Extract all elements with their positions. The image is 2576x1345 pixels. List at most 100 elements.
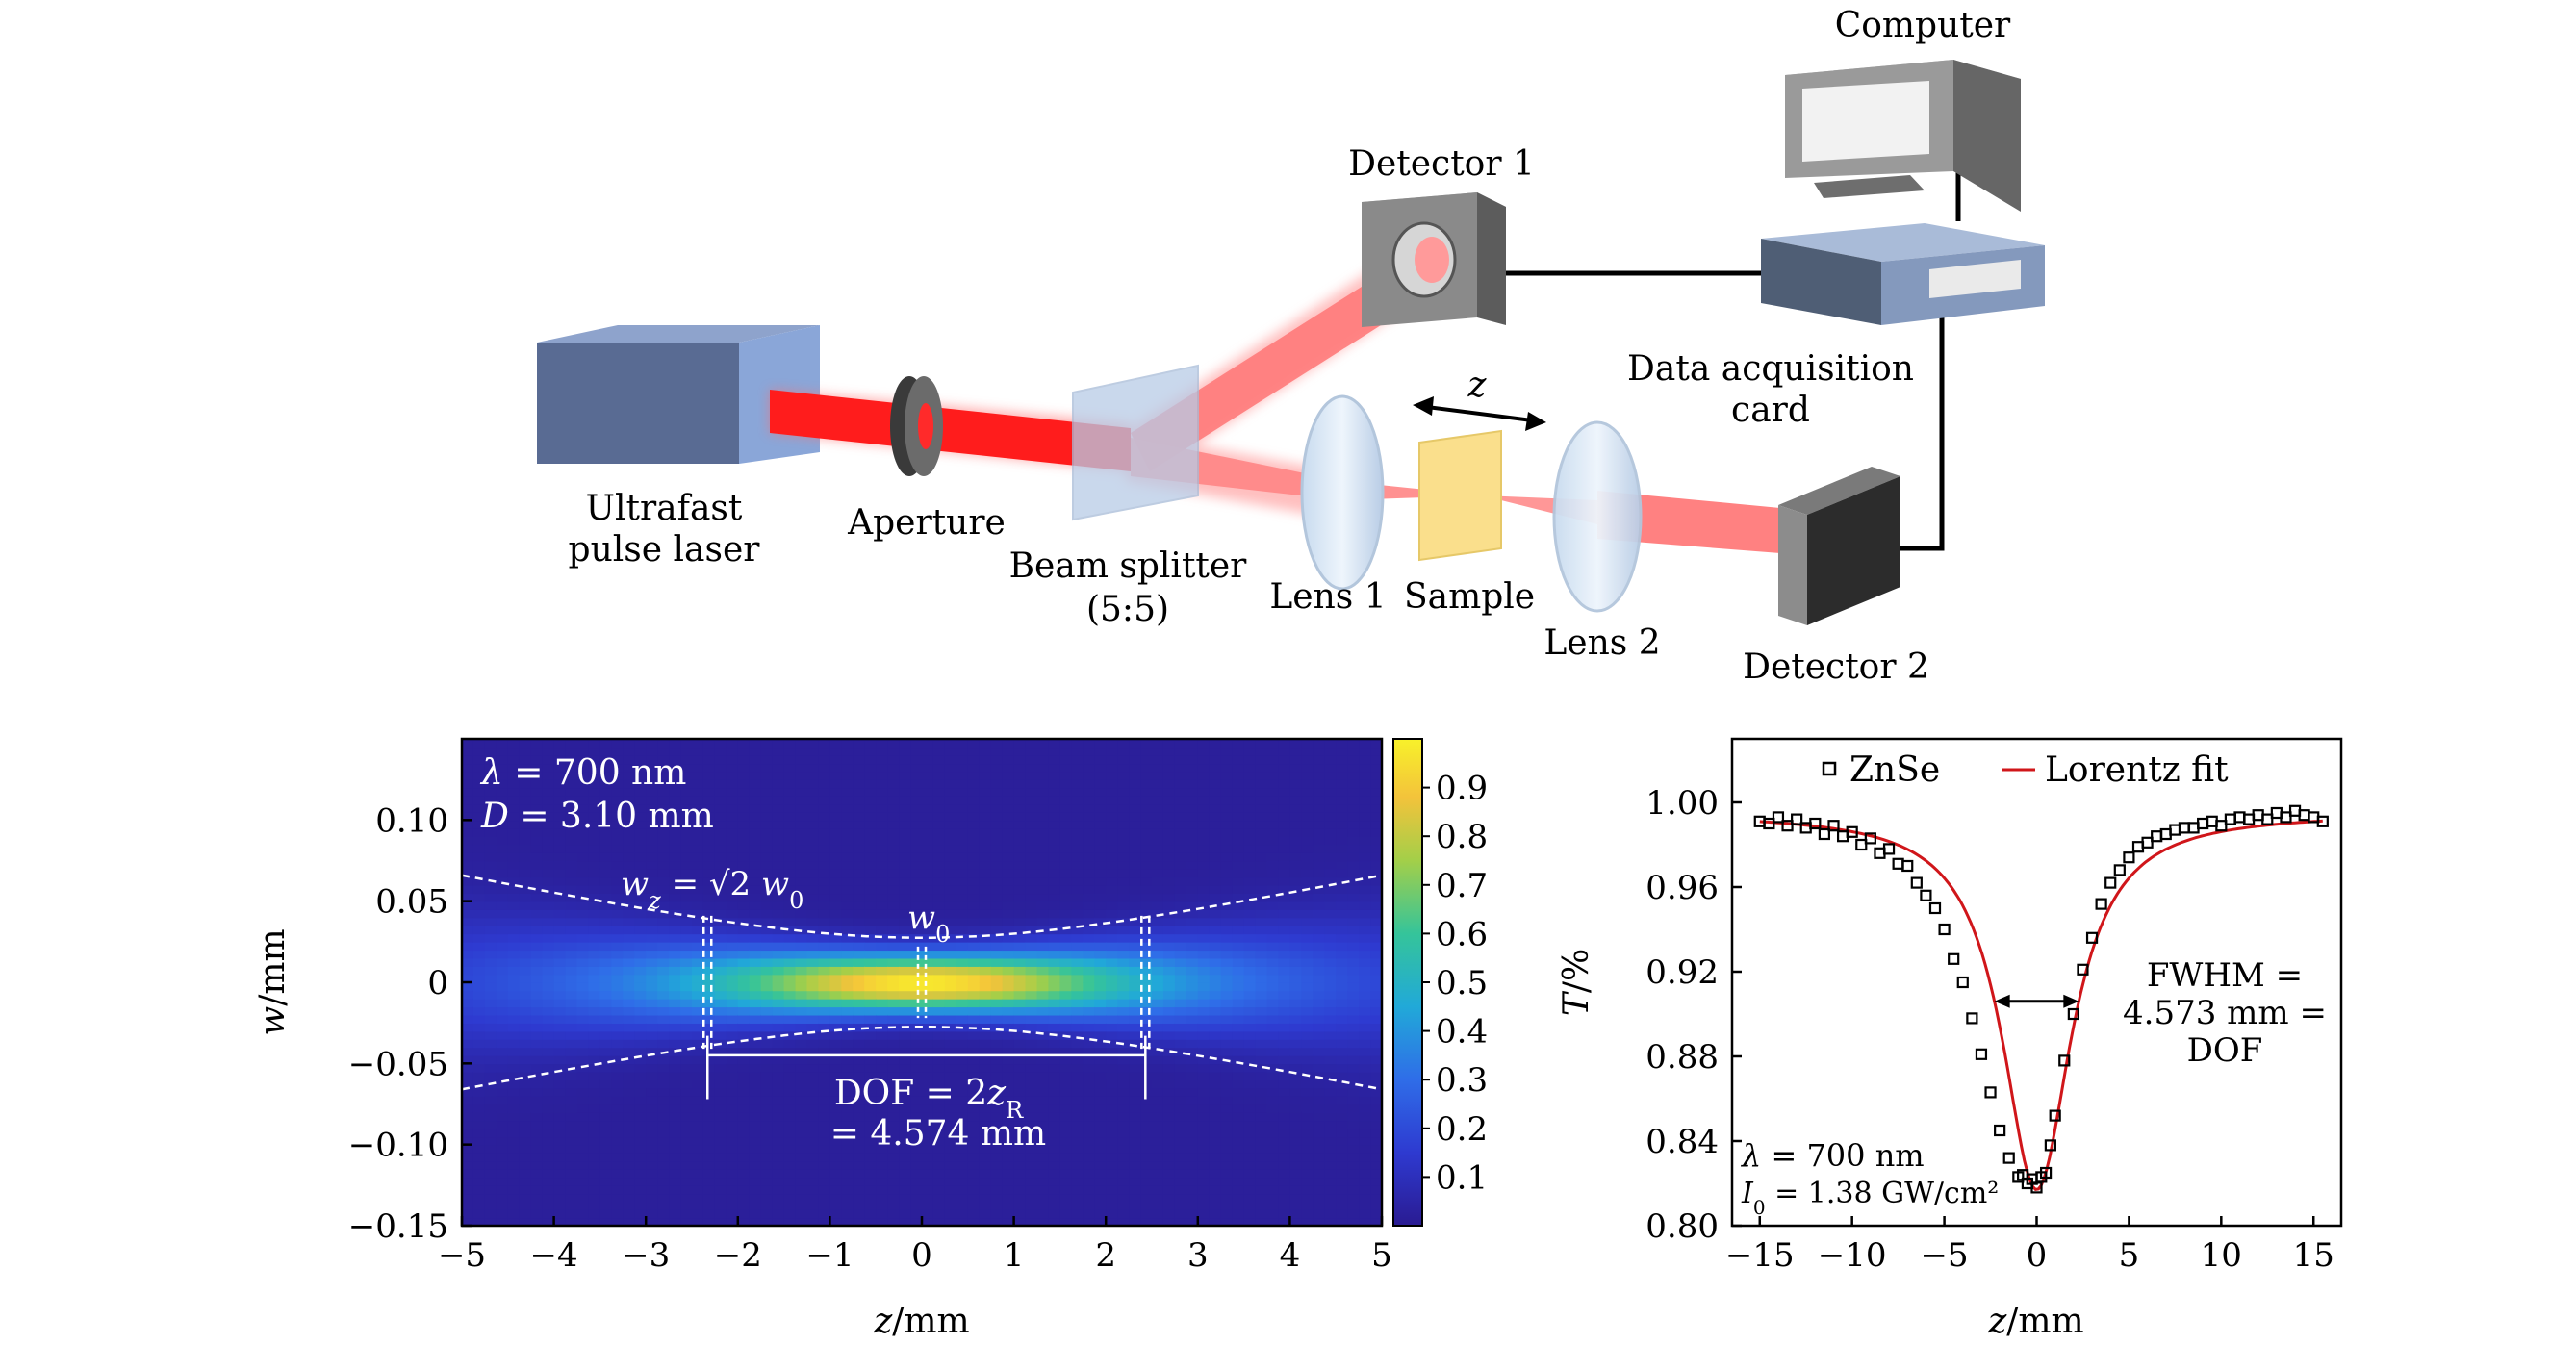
heatmap-cell bbox=[543, 869, 555, 877]
heatmap-cell bbox=[462, 1209, 474, 1218]
heatmap-cell bbox=[473, 1104, 486, 1113]
heatmap-cell bbox=[1313, 1072, 1325, 1080]
heatmap-cell bbox=[599, 836, 612, 845]
heatmap-cell bbox=[508, 1161, 521, 1170]
heatmap-cell bbox=[703, 1193, 716, 1202]
heatmap-cell bbox=[692, 982, 704, 991]
heatmap-cell bbox=[566, 901, 578, 910]
heatmap-cell bbox=[1094, 755, 1107, 764]
heatmap-cell bbox=[933, 861, 946, 870]
heatmap-cell bbox=[1152, 763, 1164, 772]
heatmap-cell bbox=[1267, 909, 1280, 918]
heatmap-cell bbox=[1244, 779, 1257, 788]
heatmap-cell bbox=[1278, 747, 1290, 755]
heatmap-cell bbox=[646, 1136, 658, 1145]
heatmap-cell bbox=[1026, 1185, 1038, 1194]
heatmap-cell bbox=[1278, 1079, 1290, 1088]
heatmap-cell bbox=[1233, 747, 1245, 755]
heatmap-cell bbox=[818, 772, 830, 780]
heatmap-cell bbox=[1221, 950, 1234, 958]
heatmap-cell bbox=[738, 1185, 751, 1194]
heatmap-cell bbox=[761, 1063, 774, 1072]
heatmap-cell bbox=[1186, 975, 1199, 983]
heatmap-cell bbox=[1003, 1153, 1015, 1161]
heatmap-cell bbox=[980, 820, 992, 828]
heatmap-cell bbox=[473, 1177, 486, 1185]
heatmap-cell bbox=[1037, 1209, 1050, 1218]
heatmap-cell bbox=[807, 876, 820, 885]
heatmap-cell bbox=[520, 893, 532, 901]
heatmap-cell bbox=[1117, 1161, 1130, 1170]
heatmap-cell bbox=[1221, 926, 1234, 934]
heatmap-cell bbox=[761, 1209, 774, 1218]
label-detector-2: Detector 2 bbox=[1743, 647, 1929, 687]
heatmap-cell bbox=[1336, 1104, 1348, 1113]
heatmap-cell bbox=[1026, 950, 1038, 958]
heatmap-cell bbox=[1152, 1088, 1164, 1097]
heatmap-cell bbox=[784, 812, 797, 821]
heatmap-cell bbox=[1256, 901, 1268, 910]
heatmap-cell bbox=[1014, 1079, 1027, 1088]
heatmap-cell bbox=[657, 1209, 670, 1218]
heatmap-cell bbox=[1048, 966, 1060, 975]
heatmap-cell bbox=[646, 999, 658, 1007]
heatmap-cell bbox=[520, 1209, 532, 1218]
heatmap-cell bbox=[1059, 975, 1072, 983]
heatmap-cell bbox=[646, 1015, 658, 1024]
heatmap-cell bbox=[1198, 975, 1211, 983]
heatmap-cell bbox=[520, 950, 532, 958]
heatmap-cell bbox=[841, 1031, 854, 1040]
heatmap-cell bbox=[727, 788, 739, 797]
heatmap-cell bbox=[853, 788, 865, 797]
heatmap-cell bbox=[991, 1161, 1004, 1170]
heatmap-cell bbox=[1278, 1055, 1290, 1064]
heatmap-cell bbox=[1175, 1169, 1187, 1178]
heatmap-cell bbox=[1221, 1088, 1234, 1097]
heatmap-cell bbox=[933, 772, 946, 780]
heatmap-cell bbox=[1037, 869, 1050, 877]
heatmap-cell bbox=[991, 1063, 1004, 1072]
heatmap-cell bbox=[1175, 1177, 1187, 1185]
sample bbox=[1419, 431, 1501, 560]
heatmap-cell bbox=[887, 836, 900, 845]
heatmap-cell bbox=[1233, 1096, 1245, 1104]
heatmap-cell bbox=[531, 1145, 544, 1154]
heatmap-cell bbox=[703, 1202, 716, 1210]
heatmap-cell bbox=[680, 1088, 693, 1097]
heatmap-cell bbox=[692, 1096, 704, 1104]
heatmap-cell bbox=[796, 772, 808, 780]
heatmap-cell bbox=[1140, 1161, 1153, 1170]
heatmap-cell bbox=[750, 828, 762, 837]
heatmap-cell bbox=[1059, 739, 1072, 748]
heatmap-cell bbox=[657, 1202, 670, 1210]
heatmap-cell bbox=[1026, 763, 1038, 772]
heatmap-cell bbox=[543, 1202, 555, 1210]
heatmap-cell bbox=[761, 836, 774, 845]
heatmap-cell bbox=[727, 803, 739, 812]
heatmap-cell bbox=[784, 1209, 797, 1218]
heatmap-cell bbox=[1083, 1104, 1095, 1113]
heatmap-cell bbox=[588, 1047, 600, 1055]
heatmap-cell bbox=[980, 958, 992, 967]
heatmap-cell bbox=[1347, 1015, 1360, 1024]
heatmap-cell bbox=[462, 1120, 474, 1129]
heatmap-cell bbox=[1014, 796, 1027, 804]
heatmap-cell bbox=[1175, 1031, 1187, 1040]
heatmap-cell bbox=[1359, 1161, 1371, 1170]
heatmap-cell bbox=[485, 966, 497, 975]
heatmap-cell bbox=[1129, 893, 1141, 901]
heatmap-cell bbox=[956, 901, 969, 910]
heatmap-cell bbox=[1244, 1202, 1257, 1210]
heatmap-cell bbox=[1094, 999, 1107, 1007]
heatmap-cell bbox=[1106, 852, 1118, 861]
heatmap-cell bbox=[1106, 796, 1118, 804]
heatmap-cell bbox=[1256, 1129, 1268, 1137]
heatmap-cell bbox=[588, 1006, 600, 1015]
heatmap-cell bbox=[1233, 1006, 1245, 1015]
heatmap-cell bbox=[1003, 796, 1015, 804]
heatmap-cell bbox=[1324, 836, 1337, 845]
heatmap-cell bbox=[761, 1015, 774, 1024]
heatmap-cell bbox=[1347, 1072, 1360, 1080]
heatmap-cell bbox=[980, 926, 992, 934]
heatmap-cell bbox=[1359, 1023, 1371, 1031]
